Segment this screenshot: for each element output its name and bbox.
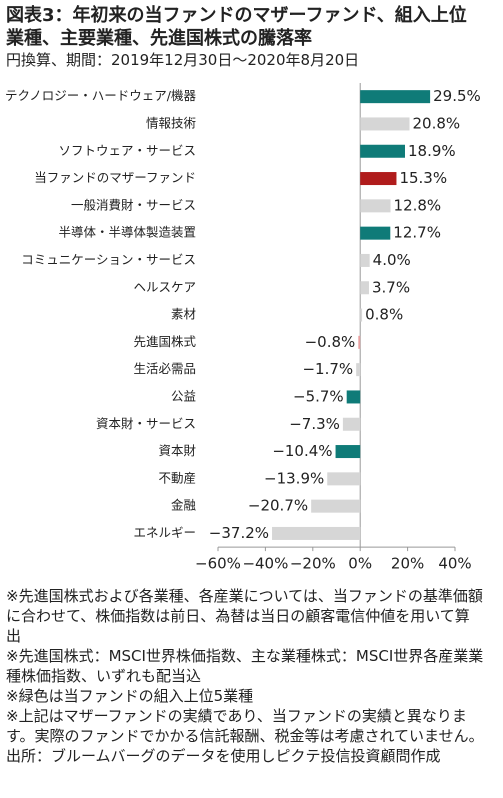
bar <box>327 472 361 486</box>
bar <box>360 253 370 267</box>
category-label: 資本財・サービス <box>96 416 196 431</box>
bar <box>360 281 369 295</box>
value-label: 3.7% <box>372 278 410 296</box>
value-label: 4.0% <box>373 251 411 269</box>
bar <box>346 390 361 404</box>
note: ※先進国株式：MSCI世界株価指数、主な業種株式：MSCI世界各産業業種株価指数… <box>6 647 484 685</box>
value-label: 0.8% <box>365 306 403 324</box>
category-label: エネルギー <box>133 525 196 540</box>
category-label: 生活必需品 <box>133 361 196 376</box>
value-label: 12.8% <box>394 196 442 214</box>
category-label: テクノロジー・ハードウェア/機器 <box>5 88 196 103</box>
note: ※上記はマザーファンドの実績であり、当ファンドの実績と異なります。実際のファンド… <box>6 707 484 745</box>
bar <box>360 172 397 186</box>
bar <box>360 117 410 131</box>
value-label: 15.3% <box>399 169 447 187</box>
category-label: 半導体・半導体製造装置 <box>58 225 196 240</box>
x-tick-label: −20% <box>290 555 336 573</box>
value-label: −20.7% <box>248 497 308 515</box>
value-label: −10.4% <box>272 442 332 460</box>
value-label: −0.8% <box>305 333 356 351</box>
chart-title: 図表3：年初来の当ファンドのマザーファンド、組入上位業種、主要業種、先進国株式の… <box>6 5 467 49</box>
x-tick-label: 20% <box>391 555 424 573</box>
notes: ※先進国株式および各業種、各産業については、当ファンドの基準価額に合わせて、株価… <box>6 586 484 766</box>
bar <box>360 90 431 104</box>
category-label: 公益 <box>171 388 196 403</box>
value-label: −5.7% <box>293 387 344 405</box>
category-label: コミュニケーション・サービス <box>21 252 196 267</box>
bar <box>311 499 361 513</box>
bar <box>360 144 405 158</box>
value-label: −7.3% <box>289 415 340 433</box>
value-label: 18.9% <box>408 142 456 160</box>
bar <box>356 363 361 377</box>
bar <box>358 335 361 349</box>
category-label: 当ファンドのマザーファンド <box>34 170 196 185</box>
note: ※緑色は当ファンドの組入上位5業種 <box>6 687 254 705</box>
value-label: −13.9% <box>264 469 324 487</box>
x-tick-label: −40% <box>242 555 288 573</box>
note: ※先進国株式および各業種、各産業については、当ファンドの基準価額に合わせて、株価… <box>6 587 483 645</box>
x-tick-label: 40% <box>438 555 471 573</box>
category-label: 不動産 <box>158 470 196 485</box>
value-label: 12.7% <box>393 224 441 242</box>
category-label: 先進国株式 <box>133 334 196 349</box>
chart: −60% −40% −20% 0% 20% 40% テクノロジー・ハードウェア/機器 29.5… <box>5 83 481 573</box>
bar <box>342 417 361 431</box>
category-label: 資本財 <box>158 443 196 458</box>
bar <box>360 199 391 213</box>
category-label: 一般消費財・サービス <box>71 197 196 212</box>
note: 出所：ブルームバーグのデータを使用しピクテ投信投資顧問作成 <box>6 747 441 765</box>
value-label: 29.5% <box>433 87 481 105</box>
category-label: 素材 <box>171 307 196 322</box>
x-tick-label: −60% <box>195 555 241 573</box>
chart-subtitle: 円換算、期間：2019年12月30日～2020年8月20日 <box>6 51 360 69</box>
value-label: −1.7% <box>302 360 353 378</box>
category-label: ヘルスケア <box>133 279 196 294</box>
value-label: 20.8% <box>412 114 460 132</box>
bar <box>335 445 361 459</box>
category-label: 金融 <box>171 498 197 513</box>
x-tick-label: 0% <box>348 555 372 573</box>
category-label: 情報技術 <box>146 115 196 130</box>
category-label: ソフトウェア・サービス <box>58 143 196 158</box>
value-label: −37.2% <box>209 524 269 542</box>
bar <box>360 226 391 240</box>
bar <box>360 308 363 322</box>
bar <box>272 526 361 540</box>
